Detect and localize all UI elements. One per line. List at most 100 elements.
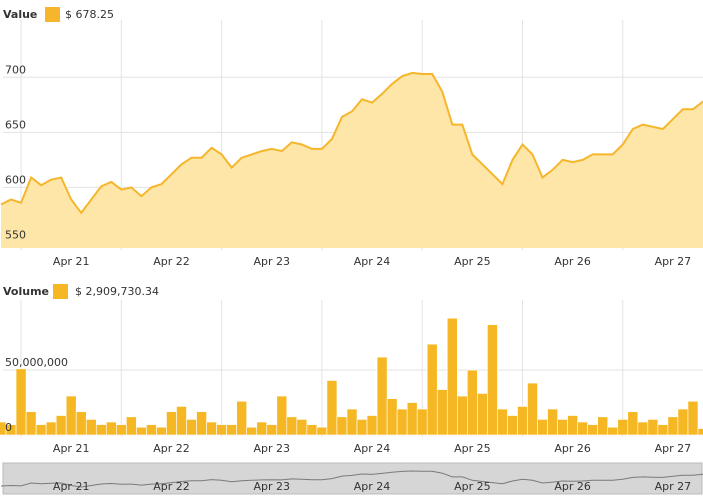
- line: [0, 71, 703, 215]
- x-tick-label: Apr 21: [53, 255, 90, 268]
- bar: [567, 415, 578, 436]
- legend-swatch: [45, 7, 60, 22]
- x-tick-label: Apr 23: [254, 442, 291, 455]
- bar: [477, 393, 488, 436]
- bar: [607, 426, 619, 436]
- bar: [176, 406, 187, 436]
- bar: [55, 415, 67, 436]
- legend-value: $ 678.25: [65, 8, 114, 21]
- bar: [386, 398, 398, 436]
- bar: [286, 416, 298, 436]
- bar: [336, 416, 348, 436]
- bar: [406, 402, 418, 436]
- bar: [487, 324, 498, 436]
- bar: [366, 415, 378, 436]
- bar: [657, 424, 669, 436]
- bar: [597, 416, 609, 436]
- bar: [256, 421, 268, 436]
- y-tick-label: 600: [5, 173, 26, 186]
- bar: [116, 424, 127, 436]
- legend-title: Value: [3, 8, 37, 21]
- bar: [627, 411, 639, 436]
- bar: [95, 424, 107, 436]
- bar: [126, 416, 137, 436]
- y-tick-label: 0: [5, 421, 12, 434]
- bar: [557, 419, 568, 436]
- x-tick-label: Apr 27: [655, 255, 692, 268]
- bar: [436, 389, 448, 436]
- bar: [146, 424, 157, 436]
- navigator-label: Apr 23: [254, 480, 291, 493]
- x-tick-label: Apr 26: [554, 255, 591, 268]
- navigator[interactable]: [2, 462, 703, 495]
- navigator-label: Apr 21: [53, 480, 90, 493]
- y-tick-label: 700: [5, 63, 26, 76]
- bar: [326, 380, 338, 436]
- navigator-label: Apr 22: [153, 480, 190, 493]
- bar: [75, 411, 87, 436]
- bar: [306, 424, 318, 436]
- bar: [577, 421, 588, 436]
- x-tick-label: Apr 23: [254, 255, 291, 268]
- bar: [85, 419, 97, 436]
- bar: [687, 400, 699, 436]
- x-tick-label: Apr 26: [554, 442, 591, 455]
- x-tick-label: Apr 27: [655, 442, 692, 455]
- y-tick-label: 50,000,000: [5, 356, 68, 369]
- bar: [677, 408, 689, 436]
- bar: [527, 382, 538, 436]
- bar: [316, 426, 328, 436]
- bar: [166, 411, 177, 436]
- bar: [15, 368, 27, 436]
- bar: [296, 419, 308, 436]
- bar: [587, 424, 598, 436]
- area-fill: [1, 72, 703, 249]
- navigator-label: Apr 27: [655, 480, 692, 493]
- bar: [617, 419, 629, 436]
- bar: [426, 343, 438, 436]
- bar: [45, 421, 57, 436]
- bar: [226, 424, 237, 436]
- bar: [537, 419, 548, 436]
- x-tick-label: Apr 25: [454, 442, 491, 455]
- bar: [156, 426, 167, 436]
- navigator-label: Apr 24: [354, 480, 391, 493]
- y-tick-label: 650: [5, 118, 26, 131]
- bar: [356, 419, 368, 436]
- bar: [446, 317, 458, 436]
- bar: [467, 369, 478, 436]
- navigator-line: [0, 470, 703, 488]
- x-tick-label: Apr 25: [454, 255, 491, 268]
- bar: [186, 419, 197, 436]
- x-tick-label: Apr 22: [153, 442, 190, 455]
- bar: [497, 408, 508, 436]
- legend-title: Volume: [3, 285, 49, 298]
- bar: [376, 356, 388, 436]
- bar: [65, 395, 77, 436]
- y-tick-label: 550: [5, 228, 26, 241]
- bar: [396, 408, 408, 436]
- bar: [236, 400, 247, 436]
- x-tick-label: Apr 22: [153, 255, 190, 268]
- x-tick-label: Apr 24: [354, 442, 391, 455]
- bar: [105, 421, 117, 436]
- bar: [456, 395, 468, 436]
- bar: [697, 428, 703, 436]
- bar: [246, 426, 258, 436]
- bar: [25, 411, 37, 436]
- navigator-label: Apr 25: [454, 480, 491, 493]
- bar: [276, 395, 288, 436]
- bar: [667, 416, 679, 436]
- x-tick-label: Apr 21: [53, 442, 90, 455]
- bar: [647, 419, 659, 436]
- legend-swatch: [53, 284, 68, 299]
- bar: [216, 424, 227, 436]
- bar: [517, 406, 528, 436]
- bar: [206, 421, 217, 436]
- bar: [507, 415, 518, 436]
- bar: [346, 408, 358, 436]
- legend-value: $ 2,909,730.34: [75, 285, 159, 298]
- bar: [35, 424, 47, 436]
- x-tick-label: Apr 24: [354, 255, 391, 268]
